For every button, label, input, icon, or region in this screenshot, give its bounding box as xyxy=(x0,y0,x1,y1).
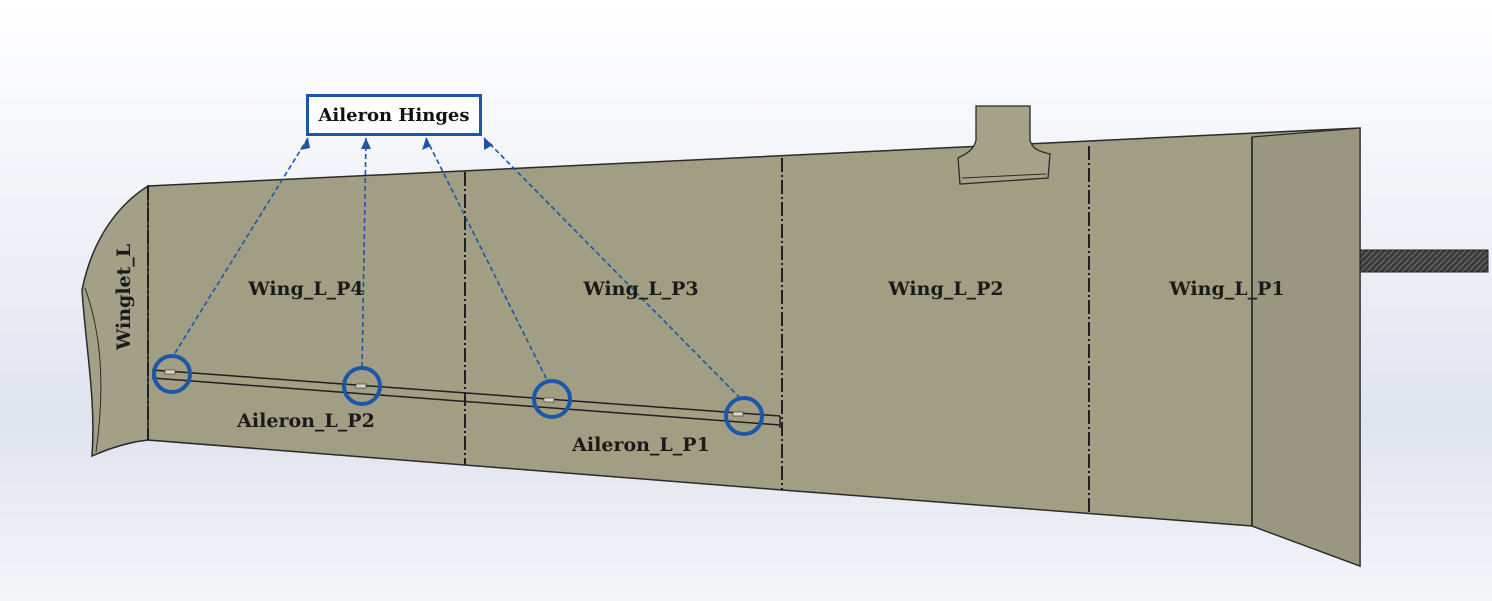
hinge-slot xyxy=(164,369,176,375)
label-wing-p3: Wing_L_P3 xyxy=(582,278,698,300)
callout-title: Aileron Hinges xyxy=(318,104,470,126)
label-winglet: Winglet_L xyxy=(113,244,135,351)
winglet-body xyxy=(81,184,149,458)
hinge-circle xyxy=(342,366,382,406)
leader-line xyxy=(361,137,367,371)
hinge-circle xyxy=(724,396,764,436)
label-wing-p1: Wing_L_P1 xyxy=(1168,278,1284,300)
leader-line xyxy=(425,137,549,383)
aileron-hinge-line-top xyxy=(151,369,781,417)
hinge-circle xyxy=(532,379,572,419)
arrowhead xyxy=(361,138,371,149)
callout-arrowheads xyxy=(300,138,493,150)
servo-mount-edge xyxy=(961,173,1047,179)
wing-body xyxy=(147,127,1361,568)
callout-leaders xyxy=(171,137,741,399)
hinge-markers xyxy=(152,354,764,436)
hinge-circle xyxy=(152,354,192,394)
arrowhead xyxy=(422,138,431,150)
hinge-slot xyxy=(543,397,555,403)
callout-box: Aileron Hinges xyxy=(306,94,482,136)
aileron-hinge-line-bottom xyxy=(151,377,781,426)
arrowhead xyxy=(300,138,310,150)
winglet-crease xyxy=(84,287,102,453)
hinge-slot xyxy=(732,411,744,417)
hinge-slot xyxy=(355,383,367,389)
label-wing-p4: Wing_L_P4 xyxy=(247,278,363,300)
servo-mount xyxy=(957,105,1051,185)
label-aileron-p1: Aileron_L_P1 xyxy=(571,434,710,456)
label-wing-p2: Wing_L_P2 xyxy=(887,278,1003,300)
label-aileron-p2: Aileron_L_P2 xyxy=(236,410,375,432)
leader-line xyxy=(171,137,309,359)
spar-rod xyxy=(1357,249,1489,273)
wing-root-facet xyxy=(1251,127,1361,567)
leader-line xyxy=(483,137,741,399)
arrowhead xyxy=(484,138,493,150)
